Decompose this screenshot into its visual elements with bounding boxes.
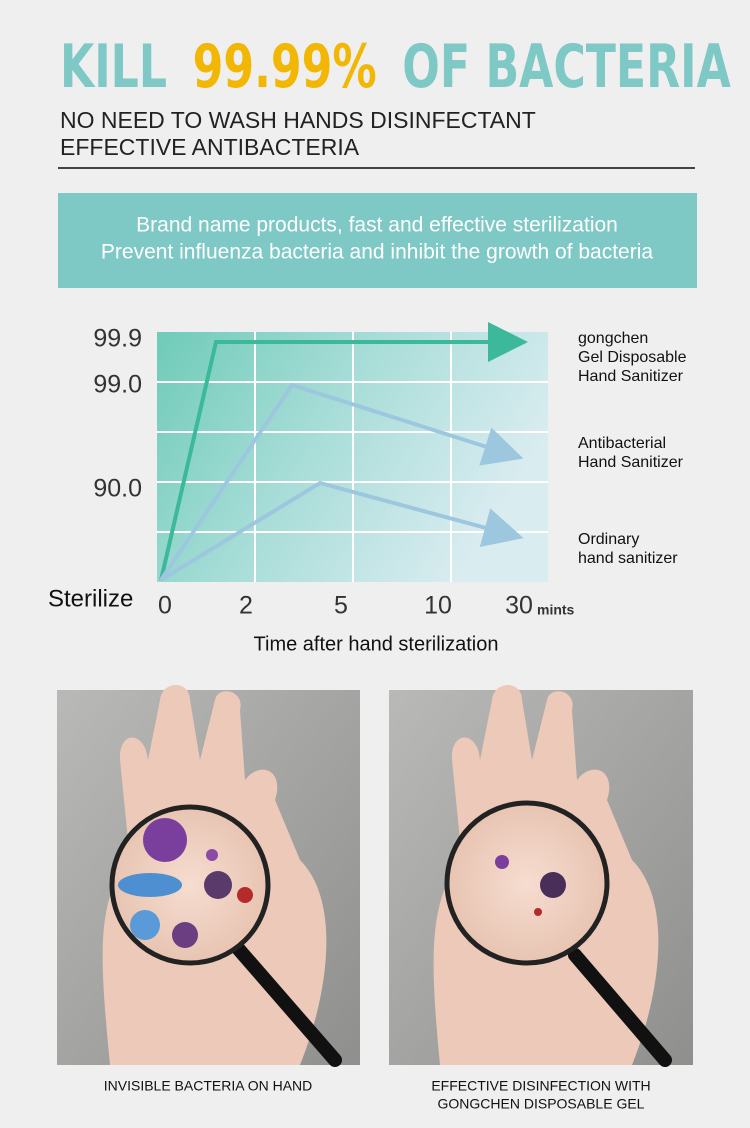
x-title: Time after hand sterilization xyxy=(254,633,499,655)
germ xyxy=(143,818,187,862)
x-label: 5 xyxy=(334,592,348,620)
title: KILL 99.99% OF BACTERIA xyxy=(60,32,731,101)
banner xyxy=(58,193,697,288)
germ xyxy=(172,922,198,948)
magnifier-handle xyxy=(568,948,672,1067)
germ xyxy=(118,873,182,897)
legend-text: Hand Sanitizer xyxy=(578,368,684,385)
y-label: 99.9 xyxy=(93,325,142,353)
y-label: 90.0 xyxy=(93,475,142,503)
curve xyxy=(159,480,524,582)
legend-text: Hand Sanitizer xyxy=(578,454,684,471)
germ xyxy=(237,887,253,903)
title-tail: OF BACTERIA xyxy=(402,32,731,101)
origin-label: Sterilize xyxy=(48,585,133,612)
title-lead: KILL xyxy=(60,32,167,101)
photo xyxy=(57,685,360,1067)
magnifier-lens xyxy=(444,800,610,966)
germ xyxy=(495,855,509,869)
curve xyxy=(159,382,524,582)
x-label: 10 xyxy=(424,592,452,620)
legend-text: Ordinary xyxy=(578,531,639,548)
caption: GONGCHEN DISPOSABLE GEL xyxy=(438,1096,645,1112)
germ xyxy=(204,871,232,899)
legend: gongchen Gel Disposable Hand Sanitizer A… xyxy=(578,330,687,567)
magnifier-handle xyxy=(228,938,342,1067)
germ xyxy=(540,872,566,898)
x-label: 0 xyxy=(158,592,172,620)
x-label: 30 xyxy=(505,592,533,620)
title-highlight: 99.99% xyxy=(193,32,377,101)
germ xyxy=(130,910,160,940)
banner-text: Brand name products, fast and effective … xyxy=(136,214,618,237)
germ xyxy=(534,908,542,916)
grid xyxy=(157,332,548,582)
curve xyxy=(159,322,528,581)
legend-text: Gel Disposable xyxy=(578,349,687,366)
caption: EFFECTIVE DISINFECTION WITH xyxy=(431,1078,650,1094)
photo xyxy=(389,685,693,1067)
x-label: 2 xyxy=(239,592,253,620)
subtitle: NO NEED TO WASH HANDS DISINFECTANT xyxy=(60,107,536,133)
banner-text: Prevent influenza bacteria and inhibit t… xyxy=(101,241,653,264)
subtitle: EFFECTIVE ANTIBACTERIA xyxy=(60,134,360,160)
caption: INVISIBLE BACTERIA ON HAND xyxy=(104,1078,313,1094)
x-unit: mints xyxy=(537,602,575,618)
germ xyxy=(206,849,218,861)
y-label: 99.0 xyxy=(93,371,142,399)
legend-text: Antibacterial xyxy=(578,435,666,452)
legend-text: gongchen xyxy=(578,330,648,347)
legend-text: hand sanitizer xyxy=(578,550,678,567)
